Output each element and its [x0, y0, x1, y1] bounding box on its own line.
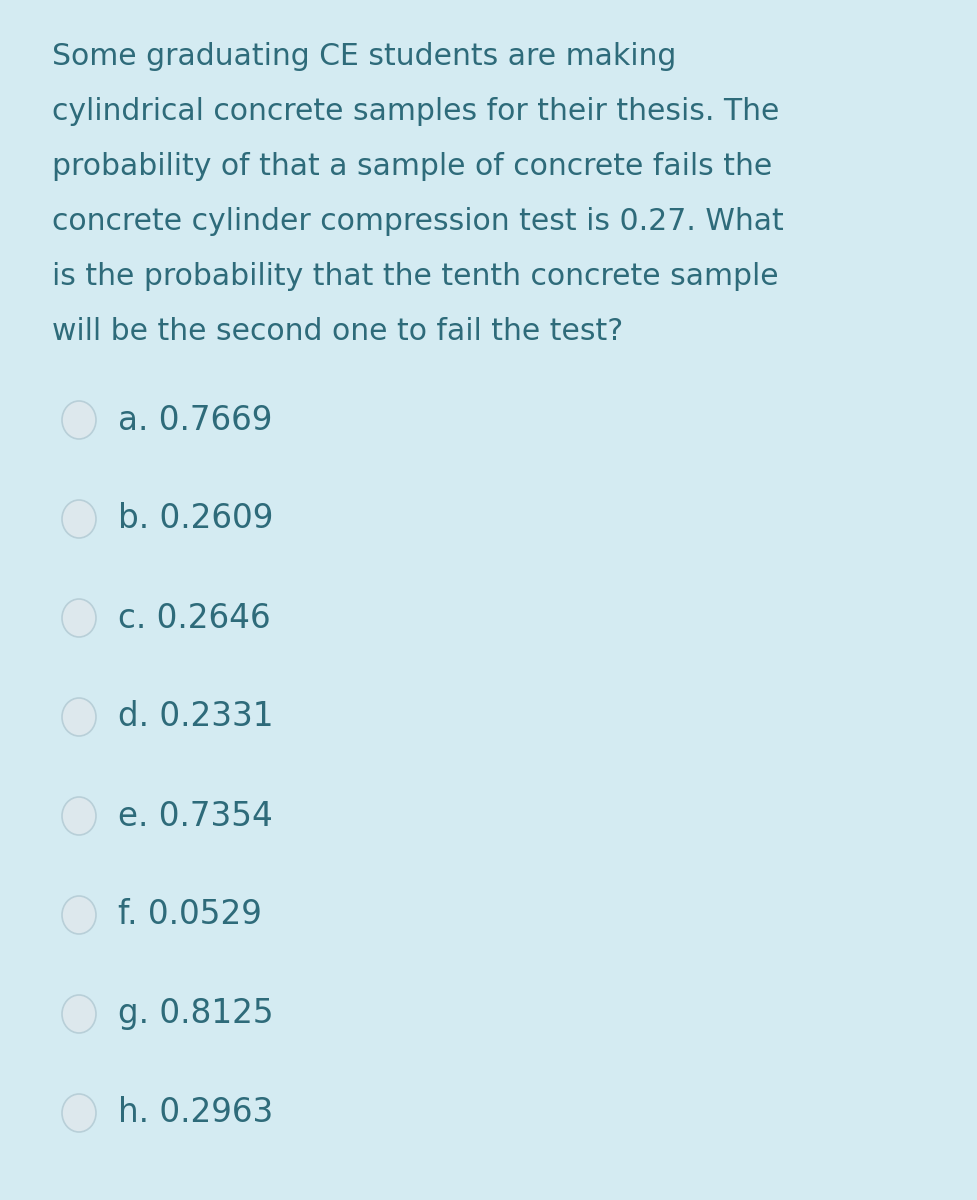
Ellipse shape	[62, 599, 96, 637]
Text: concrete cylinder compression test is 0.27. What: concrete cylinder compression test is 0.…	[52, 206, 783, 236]
Text: probability of that a sample of concrete fails the: probability of that a sample of concrete…	[52, 152, 772, 181]
Text: f. 0.0529: f. 0.0529	[118, 899, 262, 931]
Ellipse shape	[62, 896, 96, 934]
Text: d. 0.2331: d. 0.2331	[118, 701, 274, 733]
Ellipse shape	[62, 401, 96, 439]
Text: h. 0.2963: h. 0.2963	[118, 1097, 273, 1129]
Ellipse shape	[62, 1094, 96, 1132]
Text: is the probability that the tenth concrete sample: is the probability that the tenth concre…	[52, 262, 778, 290]
Text: will be the second one to fail the test?: will be the second one to fail the test?	[52, 317, 622, 346]
Text: e. 0.7354: e. 0.7354	[118, 799, 273, 833]
Text: g. 0.8125: g. 0.8125	[118, 997, 274, 1031]
Ellipse shape	[62, 995, 96, 1033]
Text: cylindrical concrete samples for their thesis. The: cylindrical concrete samples for their t…	[52, 97, 779, 126]
Text: b. 0.2609: b. 0.2609	[118, 503, 274, 535]
Ellipse shape	[62, 698, 96, 736]
Text: Some graduating CE students are making: Some graduating CE students are making	[52, 42, 676, 71]
Ellipse shape	[62, 797, 96, 835]
Text: a. 0.7669: a. 0.7669	[118, 403, 273, 437]
Ellipse shape	[62, 500, 96, 538]
Text: c. 0.2646: c. 0.2646	[118, 601, 271, 635]
